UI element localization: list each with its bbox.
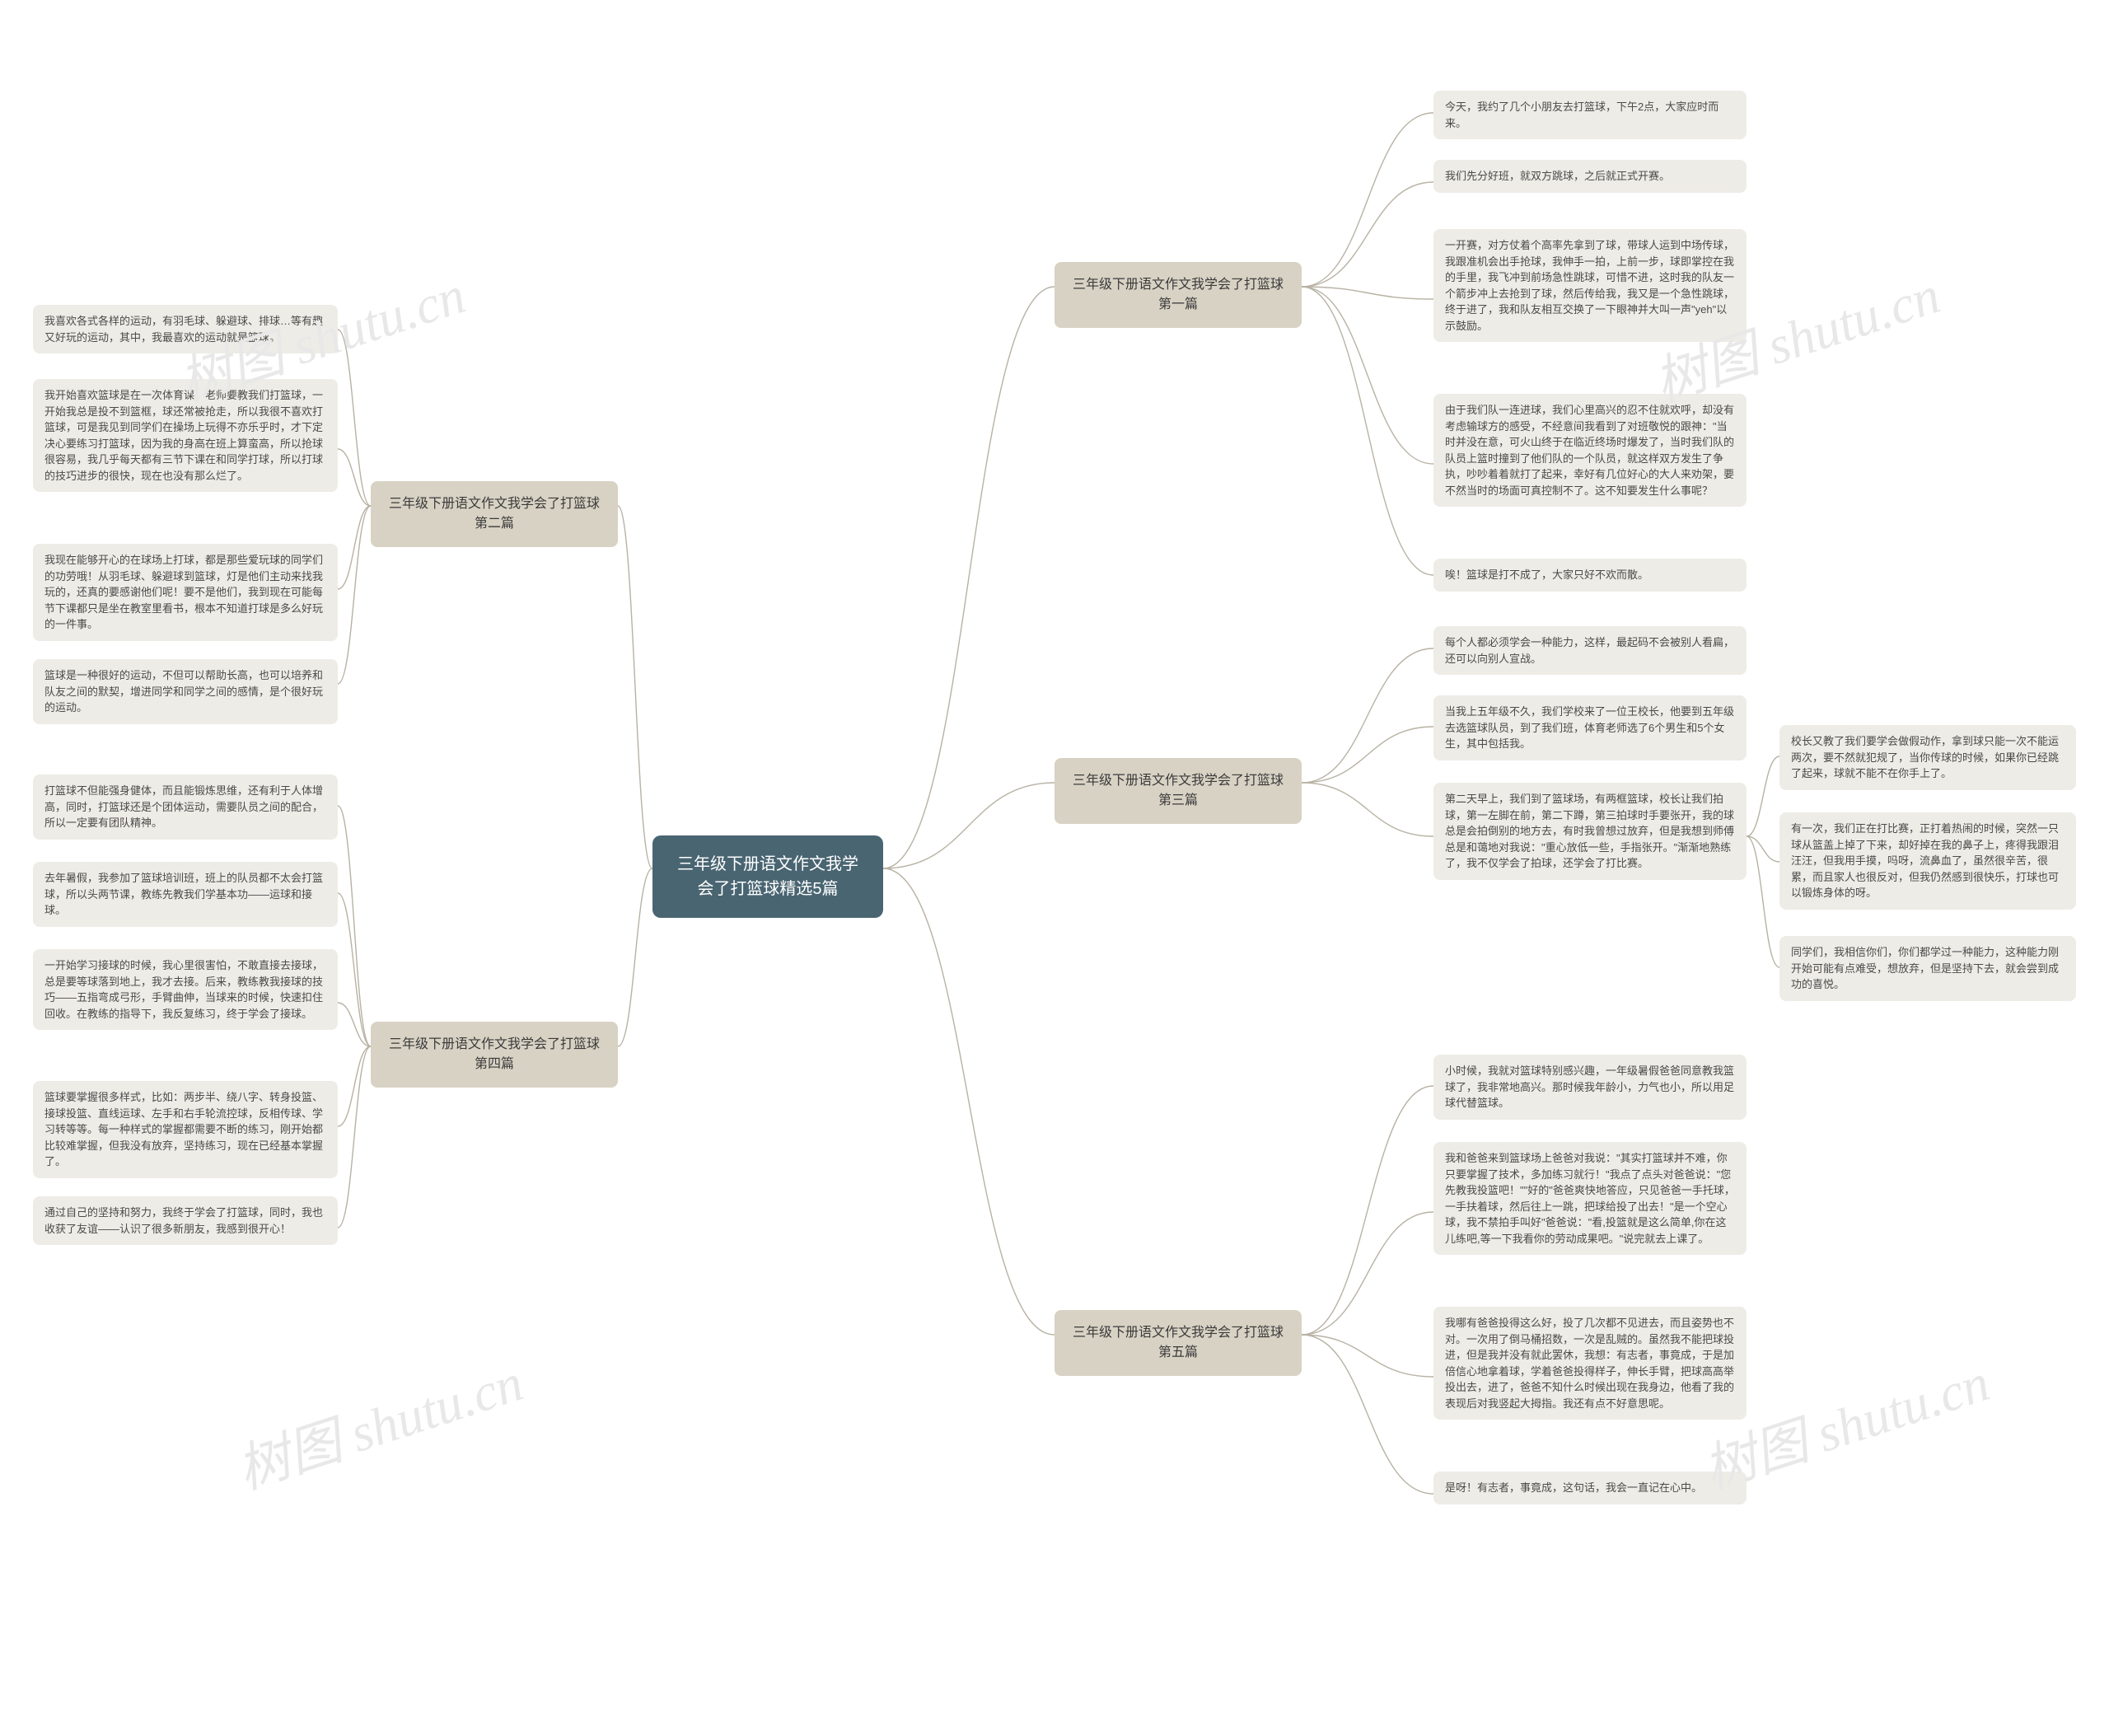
mindmap-leaf: 我和爸爸来到篮球场上爸爸对我说："其实打篮球并不难，你只要掌握了技术，多加练习就… (1433, 1142, 1747, 1255)
mindmap-leaf: 每个人都必须学会一种能力，这样，最起码不会被别人看扁，还可以向别人宣战。 (1433, 626, 1747, 675)
mindmap-leaf: 我现在能够开心的在球场上打球，都是那些爱玩球的同学们的功劳哦！从羽毛球、躲避球到… (33, 544, 338, 641)
mindmap-leaf: 打篮球不但能强身健体，而且能锻炼思维，还有利于人体增高，同时，打篮球还是个团体运… (33, 774, 338, 840)
watermark: 树图 shutu.cn (227, 1341, 531, 1504)
mindmap-subleaf: 校长又教了我们要学会做假动作，拿到球只能一次不能运两次，要不然就犯规了，当你传球… (1779, 725, 2076, 790)
mindmap-leaf: 通过自己的坚持和努力，我终于学会了打篮球，同时，我也收获了友谊——认识了很多新朋… (33, 1196, 338, 1245)
mindmap-leaf: 唉！篮球是打不成了，大家只好不欢而散。 (1433, 559, 1747, 592)
mindmap-leaf: 篮球是一种很好的运动，不但可以帮助长高，也可以培养和队友之间的默契，增进同学和同… (33, 659, 338, 724)
mindmap-subleaf: 有一次，我们正在打比赛，正打着热闹的时候，突然一只球从篮盖上掉了下来，却好掉在我… (1779, 812, 2076, 910)
mindmap-leaf: 我开始喜欢篮球是在一次体育课，老师要教我们打篮球，一开始我总是投不到篮框，球还常… (33, 379, 338, 492)
mindmap-branch: 三年级下册语文作文我学会了打篮球 第一篇 (1054, 262, 1302, 328)
mindmap-leaf: 一开始学习接球的时候，我心里很害怕，不敢直接去接球，总是要等球落到地上，我才去接… (33, 949, 338, 1030)
mindmap-leaf: 我们先分好班，就双方跳球，之后就正式开赛。 (1433, 160, 1747, 193)
mindmap-leaf: 是呀！有志者，事竟成，这句话，我会一直记在心中。 (1433, 1472, 1747, 1504)
mindmap-subleaf: 同学们，我相信你们，你们都学过一种能力，这种能力刚开始可能有点难受，想放弃，但是… (1779, 936, 2076, 1001)
mindmap-root: 三年级下册语文作文我学会了打篮球精选5篇 (652, 835, 883, 918)
mindmap-leaf: 第二天早上，我们到了篮球场，有两框篮球，校长让我们拍球，第一左脚在前，第二下蹲，… (1433, 783, 1747, 880)
mindmap-branch: 三年级下册语文作文我学会了打篮球 第三篇 (1054, 758, 1302, 824)
mindmap-leaf: 一开赛，对方仗着个高率先拿到了球，带球人运到中场传球，我跟准机会出手抢球，我伸手… (1433, 229, 1747, 342)
mindmap-leaf: 篮球要掌握很多样式，比如：两步半、绕八字、转身投篮、接球投篮、直线运球、左手和右… (33, 1081, 338, 1178)
mindmap-leaf: 今天，我约了几个小朋友去打篮球，下午2点，大家应时而来。 (1433, 91, 1747, 139)
mindmap-branch: 三年级下册语文作文我学会了打篮球 第五篇 (1054, 1310, 1302, 1376)
mindmap-leaf: 小时候，我就对篮球特别感兴趣，一年级暑假爸爸同意教我篮球了，我非常地高兴。那时候… (1433, 1055, 1747, 1120)
mindmap-leaf: 由于我们队一连进球，我们心里高兴的忍不住就欢呼，却没有考虑输球方的感受，不经意间… (1433, 394, 1747, 507)
mindmap-leaf: 我哪有爸爸投得这么好，投了几次都不见进去，而且姿势也不对。一次用了倒马桶招数，一… (1433, 1307, 1747, 1420)
mindmap-branch: 三年级下册语文作文我学会了打篮球 第二篇 (371, 481, 618, 547)
mindmap-leaf: 我喜欢各式各样的运动，有羽毛球、躲避球、排球…等有趣又好玩的运动，其中，我最喜欢… (33, 305, 338, 353)
mindmap-leaf: 当我上五年级不久，我们学校来了一位王校长，他要到五年级去选篮球队员，到了我们班，… (1433, 695, 1747, 760)
mindmap-leaf: 去年暑假，我参加了篮球培训班，班上的队员都不太会打篮球，所以头两节课，教练先教我… (33, 862, 338, 927)
mindmap-branch: 三年级下册语文作文我学会了打篮球 第四篇 (371, 1022, 618, 1088)
